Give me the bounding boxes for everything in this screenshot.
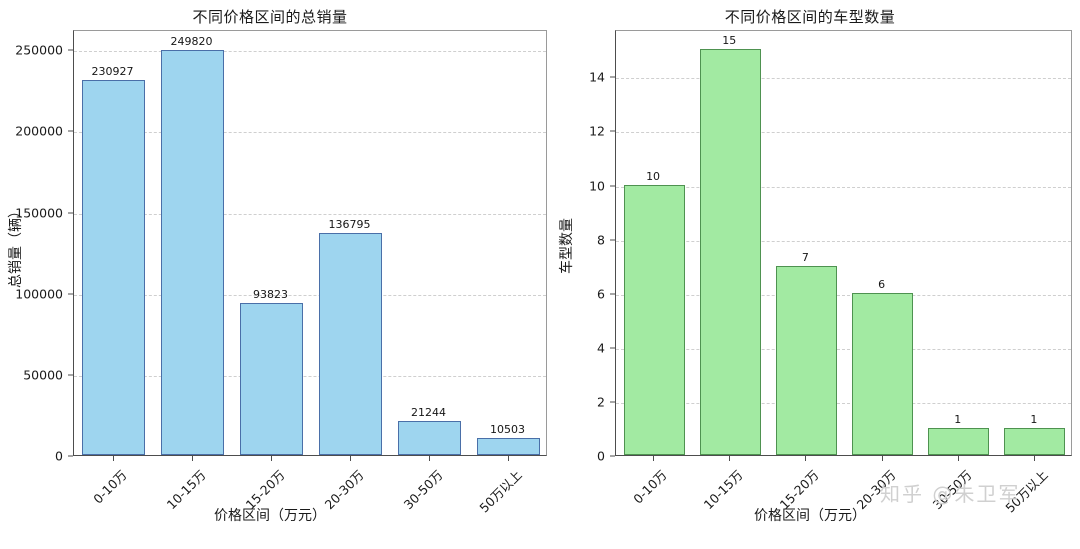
gridline — [616, 348, 1071, 350]
y-tick-mark — [610, 347, 615, 349]
y-tick-mark — [68, 455, 73, 457]
x-tick-mark — [270, 456, 272, 461]
x-tick-mark — [507, 456, 509, 461]
bar-sales-0[interactable] — [81, 80, 146, 455]
y-tick-label: 250000 — [15, 42, 63, 58]
chart-panel-models: 不同价格区间的车型数量 车型数量 价格区间（万元） 0 2 4 6 8 10 12 14 10 0… — [540, 0, 1080, 535]
chart-panel-sales: 不同价格区间的总销量 总销量（辆） 价格区间（万元） 0 50000 100000 1… — [0, 0, 547, 535]
y-tick-label: 2 — [597, 394, 605, 410]
bar-value-label: 230927 — [91, 65, 134, 79]
bar-sales-1[interactable] — [160, 49, 225, 455]
bar-models-4[interactable] — [928, 427, 990, 455]
x-tick-mark — [1033, 456, 1035, 461]
bar-value-label: 136795 — [328, 218, 371, 231]
y-tick-mark — [610, 239, 615, 241]
bar-sales-5[interactable] — [476, 437, 541, 455]
x-tick-mark — [881, 456, 883, 461]
gridline — [616, 240, 1071, 242]
bar-sales-2[interactable] — [239, 302, 304, 455]
x-axis-label-models: 价格区间（万元） — [754, 508, 866, 524]
gridline — [74, 132, 546, 134]
x-tick-mark — [349, 456, 351, 461]
bar-models-5[interactable] — [1004, 427, 1066, 455]
y-tick-label: 100000 — [15, 286, 63, 302]
x-tick-mark — [112, 456, 114, 461]
y-tick-label: 0 — [55, 448, 63, 464]
x-tick-mark — [957, 456, 959, 461]
y-tick-mark — [610, 185, 615, 187]
y-tick-mark — [68, 374, 73, 376]
y-tick-mark — [68, 49, 73, 51]
bar-models-3[interactable] — [852, 292, 914, 455]
y-tick-label: 10 — [589, 178, 605, 194]
plot-area-sales — [73, 30, 547, 456]
bar-value-label: 10 — [646, 169, 661, 183]
chart-title-sales: 不同价格区间的总销量 — [192, 8, 348, 26]
y-tick-mark — [68, 293, 73, 295]
y-tick-label: 12 — [589, 123, 605, 139]
gridline — [616, 186, 1071, 188]
bar-value-label: 1 — [1030, 412, 1038, 426]
bar-models-0[interactable] — [623, 184, 685, 455]
y-tick-label: 8 — [597, 232, 605, 248]
y-tick-mark — [610, 130, 615, 132]
x-tick-mark — [729, 456, 731, 461]
y-tick-mark — [610, 76, 615, 78]
gridline — [74, 375, 546, 377]
bar-value-label: 1 — [954, 412, 962, 426]
x-tick-mark — [428, 456, 430, 461]
x-tick-mark — [191, 456, 193, 461]
chart-title-models: 不同价格区间的车型数量 — [724, 8, 896, 26]
bar-value-label: 249820 — [170, 34, 213, 48]
figure-canvas: 不同价格区间的总销量 总销量（辆） 价格区间（万元） 0 50000 100000 1… — [0, 0, 1080, 535]
gridline — [616, 132, 1071, 134]
y-tick-mark — [610, 455, 615, 457]
y-tick-label: 150000 — [15, 205, 63, 221]
bar-value-label: 93823 — [252, 287, 288, 301]
bar-value-label: 15 — [722, 34, 737, 48]
bar-models-1[interactable] — [699, 49, 761, 455]
y-tick-label: 14 — [589, 69, 605, 85]
y-tick-mark — [68, 130, 73, 132]
y-tick-label: 50000 — [23, 367, 63, 383]
x-tick-mark — [653, 456, 655, 461]
bar-value-label: 6 — [878, 277, 886, 291]
x-tick-mark — [805, 456, 807, 461]
gridline — [616, 78, 1071, 80]
bar-value-label: 7 — [801, 250, 809, 264]
plot-area-models — [615, 30, 1072, 456]
y-tick-mark — [68, 212, 73, 214]
gridline — [74, 294, 546, 296]
bar-value-label: 21244 — [410, 405, 446, 419]
gridline — [74, 51, 546, 53]
y-tick-mark — [610, 293, 615, 295]
bar-sales-3[interactable] — [318, 233, 383, 455]
gridline — [616, 402, 1071, 404]
gridline — [74, 213, 546, 215]
gridline — [616, 294, 1071, 296]
bar-models-2[interactable] — [775, 265, 837, 455]
y-tick-label: 200000 — [15, 123, 63, 139]
y-tick-label: 0 — [597, 448, 605, 464]
x-axis-label-sales: 价格区间（万元） — [214, 508, 326, 524]
bar-sales-4[interactable] — [397, 420, 462, 455]
bar-value-label: 10503 — [489, 422, 525, 436]
y-tick-label: 6 — [597, 286, 605, 302]
y-tick-label: 4 — [597, 340, 605, 356]
y-tick-mark — [610, 401, 615, 403]
